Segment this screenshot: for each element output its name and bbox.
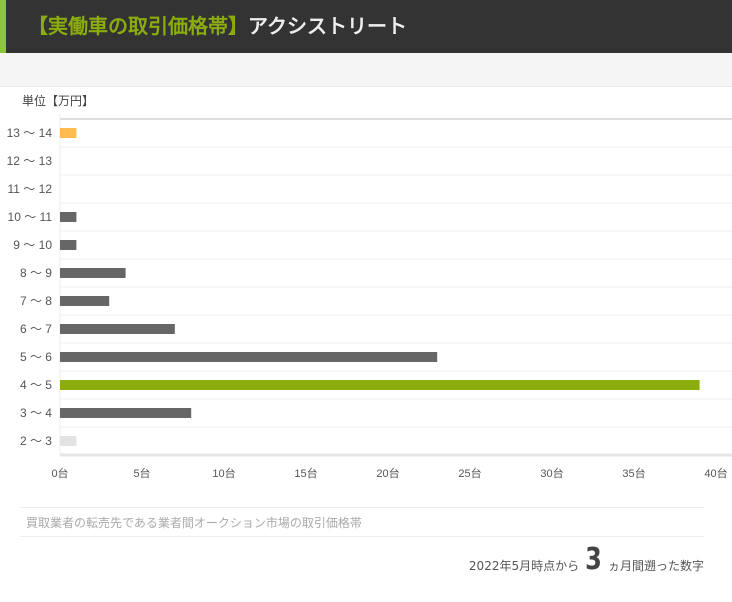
category-label: 4 ～ 5 [20,378,52,392]
unit-label: 単位【万円】 [22,94,95,108]
category-label: 8 ～ 9 [20,266,52,280]
category-label: 13 ～ 14 [7,126,53,140]
category-label: 7 ～ 8 [20,294,52,308]
x-tick-label: 30台 [540,466,563,480]
page-header: 【実働車の取引価格帯】アクシストリート [0,0,732,53]
bar [60,408,192,418]
bar [60,324,175,334]
title-label: 【実働車の取引価格帯】 [28,14,248,38]
x-tick-label: 15台 [294,466,317,480]
category-label: 12 ～ 13 [7,154,53,168]
category-label: 5 ～ 6 [20,350,52,364]
model-name: アクシストリート [248,14,407,38]
price-range-chart: 13 ～ 14 12 ～ 13 11 ～ 12 10 ～ 11 9 ～ 10 8 ～ 9 7… [7,113,732,480]
bar [60,352,438,362]
footer-suffix: ヵ月間遡った数字 [607,559,704,573]
bar [60,296,110,306]
x-tick-label: 5台 [133,466,150,480]
category-label: 6 ～ 7 [20,322,52,336]
bar [60,212,77,222]
bar [60,128,77,138]
bar [60,240,77,250]
bar [60,268,126,278]
chart-note: 買取業者の転売先である業者間オークション市場の取引価格帯 [20,507,704,537]
x-tick-label: 10台 [212,466,235,480]
bar [60,380,700,390]
x-tick-label: 40台 [704,466,727,480]
x-tick-label: 25台 [458,466,481,480]
footer-text: 2022年5月時点から 3 ヵ月間遡った数字 [468,542,704,577]
category-label: 2 ～ 3 [20,434,52,448]
x-tick-label: 0台 [51,466,68,480]
category-label: 9 ～ 10 [13,238,52,252]
footer-prefix: 2022年5月時点から [468,559,580,573]
x-tick-label: 20台 [376,466,399,480]
header-band [0,53,732,87]
bar [60,436,77,446]
x-tick-label: 35台 [622,466,645,480]
category-label: 10 ～ 11 [8,210,53,224]
months-number: 3 [585,542,602,577]
category-label: 11 ～ 12 [8,182,53,196]
header-title: 【実働車の取引価格帯】アクシストリート [28,10,407,39]
category-label: 3 ～ 4 [20,406,52,420]
